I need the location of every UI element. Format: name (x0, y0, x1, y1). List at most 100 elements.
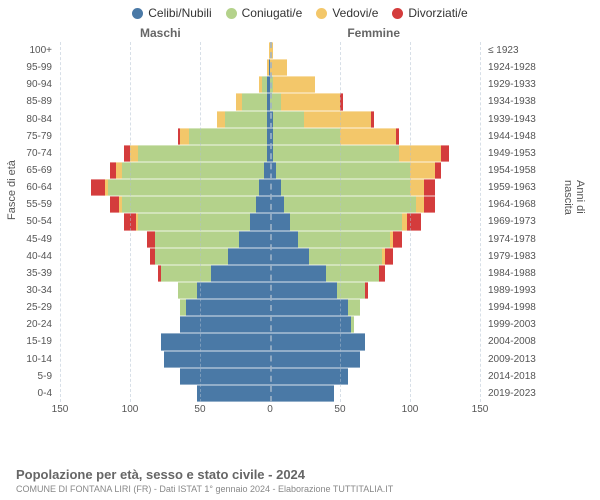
age-label: 85-89 (0, 93, 56, 110)
birth-label: 1949-1953 (484, 145, 596, 162)
birth-label: 1979-1983 (484, 248, 596, 265)
bar-segment (197, 385, 270, 402)
male-half (60, 128, 270, 145)
birth-label: 2014-2018 (484, 368, 596, 385)
bar-segment (309, 248, 382, 265)
male-half (60, 196, 270, 213)
bar-segment (155, 248, 228, 265)
bar-segment (270, 265, 326, 282)
bar-segment (197, 282, 270, 299)
bar-segment (250, 213, 270, 230)
female-half (270, 265, 480, 282)
female-label: Femmine (347, 26, 400, 40)
gridline (60, 42, 61, 402)
bar-segment (351, 316, 354, 333)
age-label: 25-29 (0, 299, 56, 316)
bar-segment (138, 145, 267, 162)
bar-segment (326, 265, 379, 282)
gridline (480, 42, 481, 402)
footer: Popolazione per età, sesso e stato civil… (16, 467, 590, 494)
center-gridline (270, 42, 272, 402)
age-label: 75-79 (0, 128, 56, 145)
x-tick: 150 (52, 404, 69, 415)
bar-segment (270, 196, 284, 213)
female-half (270, 316, 480, 333)
bar-segment (270, 59, 287, 76)
x-tick: 100 (402, 404, 419, 415)
birth-label: 1954-1958 (484, 162, 596, 179)
female-half (270, 231, 480, 248)
bar-segment (130, 145, 138, 162)
male-half (60, 248, 270, 265)
bar-segment (273, 111, 304, 128)
gridline (200, 42, 201, 402)
female-half (270, 93, 480, 110)
bar-segment (211, 265, 270, 282)
bar-segment (410, 162, 435, 179)
bar-segment (270, 248, 309, 265)
male-half (60, 59, 270, 76)
male-half (60, 111, 270, 128)
bar-segment (270, 299, 348, 316)
bar-segment (161, 265, 211, 282)
bar-segment (155, 231, 239, 248)
male-half (60, 93, 270, 110)
x-axis: 15010050050100150 (60, 404, 480, 424)
bar-segment (298, 231, 390, 248)
female-half (270, 145, 480, 162)
bar-segment (304, 111, 371, 128)
bar-segment (256, 196, 270, 213)
bar-segment (225, 111, 267, 128)
female-half (270, 213, 480, 230)
bar-segment (281, 179, 410, 196)
legend: Celibi/NubiliConiugati/eVedovi/eDivorzia… (0, 0, 600, 20)
bar-segment (138, 213, 250, 230)
bar-segment (178, 282, 198, 299)
age-label: 40-44 (0, 248, 56, 265)
male-half (60, 179, 270, 196)
age-label: 90-94 (0, 76, 56, 93)
male-half (60, 282, 270, 299)
female-half (270, 368, 480, 385)
birth-label: 1944-1948 (484, 128, 596, 145)
male-half (60, 76, 270, 93)
bar-segment (186, 299, 270, 316)
bar-segment (385, 248, 393, 265)
age-label: 35-39 (0, 265, 56, 282)
bar-segment (239, 231, 270, 248)
bar-segment (273, 76, 315, 93)
age-label: 65-69 (0, 162, 56, 179)
x-tick: 0 (267, 404, 273, 415)
legend-swatch (316, 8, 327, 19)
x-tick: 100 (122, 404, 139, 415)
bar-segment (270, 368, 348, 385)
bar-segment (281, 93, 340, 110)
female-half (270, 385, 480, 402)
bar-segment (290, 213, 402, 230)
chart-subtitle: COMUNE DI FONTANA LIRI (FR) - Dati ISTAT… (16, 484, 590, 494)
birth-label: 1969-1973 (484, 213, 596, 230)
age-label: 10-14 (0, 351, 56, 368)
female-half (270, 333, 480, 350)
age-label: 60-64 (0, 179, 56, 196)
age-label: 55-59 (0, 196, 56, 213)
legend-label: Coniugati/e (242, 6, 303, 20)
male-half (60, 385, 270, 402)
age-label: 30-34 (0, 282, 56, 299)
age-label: 15-19 (0, 333, 56, 350)
age-label: 45-49 (0, 231, 56, 248)
bar-segment (340, 128, 396, 145)
legend-item: Vedovi/e (316, 6, 378, 20)
bar-segment (365, 282, 368, 299)
bar-segment (164, 351, 270, 368)
legend-item: Coniugati/e (226, 6, 303, 20)
female-half (270, 128, 480, 145)
bar-segment (435, 162, 441, 179)
female-half (270, 179, 480, 196)
female-half (270, 111, 480, 128)
legend-label: Celibi/Nubili (148, 6, 211, 20)
bar-segment (393, 231, 401, 248)
bar-segment (110, 196, 118, 213)
male-half (60, 42, 270, 59)
bar-segment (396, 128, 399, 145)
